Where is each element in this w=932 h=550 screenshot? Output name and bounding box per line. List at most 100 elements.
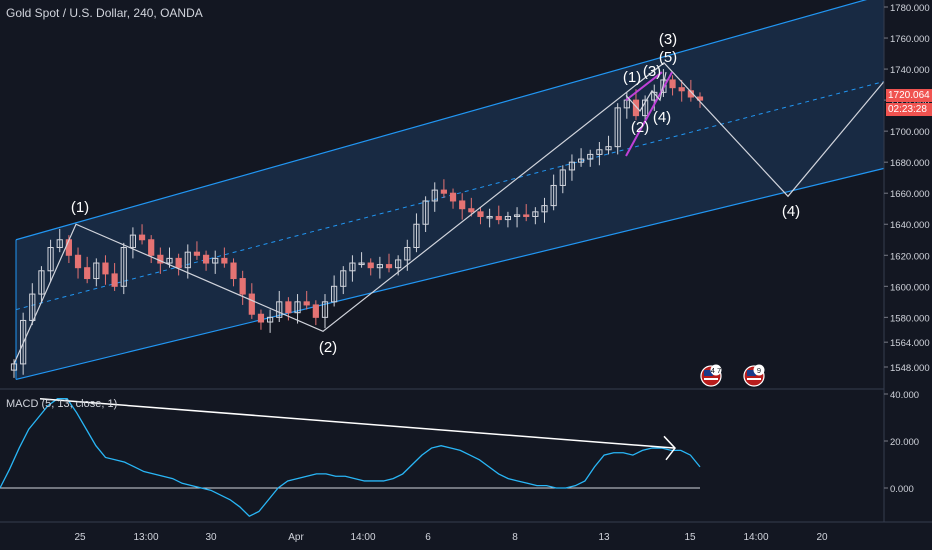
candle-body: [84, 267, 91, 280]
candle-body: [660, 79, 667, 93]
macd-line: [0, 398, 701, 517]
candle-body: [367, 262, 374, 269]
candle-body: [669, 79, 676, 89]
candle-body: [486, 215, 493, 219]
price-tick-label: 1564.000: [890, 338, 930, 349]
us-flag-icon[interactable]: 4 7: [700, 364, 722, 387]
candle-body: [577, 158, 585, 163]
flag-count: 4 7: [711, 366, 721, 375]
candle-body: [267, 316, 274, 323]
candle-body: [449, 192, 457, 202]
candle-body: [312, 304, 319, 318]
price-tick-label: 1740.000: [890, 65, 930, 76]
candle-body: [431, 189, 438, 202]
candle-body: [111, 273, 118, 287]
candle-body: [175, 257, 182, 269]
divergence-arrowhead: [663, 435, 676, 461]
candle-body: [376, 264, 383, 269]
time-tick-label: Apr: [288, 532, 304, 543]
divergence-arrow-line: [39, 397, 675, 449]
event-flags[interactable]: 4 7 9: [700, 364, 765, 387]
wave-4-label: (4): [782, 203, 800, 220]
candle-body: [459, 200, 466, 210]
time-tick-label: 14:00: [350, 532, 375, 543]
time-tick-label: 13: [598, 532, 610, 543]
candle-body: [440, 189, 447, 194]
candle-body: [166, 257, 173, 264]
candle-body: [477, 211, 484, 217]
sub-wave-3-label: (3): [643, 63, 661, 80]
bar-countdown: 02:23:28: [886, 103, 932, 116]
time-tick-label: 13:00: [133, 532, 158, 543]
flag-canton: [747, 370, 756, 376]
sub-wave-1-label: (1): [623, 69, 641, 86]
candle-body: [294, 301, 301, 314]
candle-body: [513, 214, 521, 217]
channel-fill: [16, 0, 884, 380]
symbol-title: Gold Spot / U.S. Dollar, 240, OANDA: [6, 6, 203, 20]
candle-body: [230, 262, 237, 280]
price-tick-label: 1700.000: [890, 127, 930, 138]
flag-stripe: [747, 378, 761, 380]
flag-count-bubble: [753, 364, 765, 376]
sub-wave-lower-line: [625, 71, 673, 157]
candle-body: [74, 254, 82, 269]
candle-body: [120, 247, 127, 287]
us-flag-icon[interactable]: 9: [743, 364, 765, 387]
flag-stripe: [704, 378, 718, 380]
candle-body: [559, 169, 566, 186]
time-tick-label: 20: [816, 532, 828, 543]
macd-tick-label: 40.000: [890, 390, 919, 401]
flag-count-bubble: [710, 364, 722, 376]
candle-body: [20, 319, 27, 365]
candle-body: [239, 278, 246, 295]
elliott-wave-lines: [13, 62, 885, 365]
candle-body: [321, 301, 329, 318]
candle-body: [678, 87, 685, 92]
candle-body: [56, 239, 63, 249]
candle-body: [468, 208, 475, 213]
price-tick-label: 1680.000: [890, 158, 930, 169]
candle-body: [29, 293, 36, 321]
price-tick-label: 1780.000: [890, 3, 930, 14]
flag-count: 9: [757, 366, 761, 375]
candle-body: [303, 301, 310, 306]
sub-wave-5-label: (5): [659, 49, 677, 66]
time-tick-label: 6: [425, 532, 431, 543]
candle-body: [102, 262, 109, 275]
candle-body: [257, 313, 265, 323]
candle-body: [138, 234, 146, 241]
candle-body: [422, 200, 429, 225]
candle-body: [276, 301, 283, 318]
candle-body: [550, 184, 557, 207]
candle-body: [504, 215, 512, 221]
elliott-wave-labels: (1) (2) (3) (4) (1) (2) (3) (4) (5): [71, 31, 800, 356]
candle-body: [285, 301, 292, 314]
time-axis[interactable]: 25 13:00 30 Apr 14:00 6 8 13 15 14:00 20: [74, 532, 828, 543]
candle-body: [221, 257, 228, 264]
candle-body: [495, 215, 502, 221]
price-axis[interactable]: 1780.0001760.0001740.0001720.0001700.000…: [0, 0, 932, 523]
price-tick-label: 1548.000: [890, 363, 930, 374]
parallel-channel: [15, 0, 885, 380]
candle-body: [532, 211, 539, 217]
candle-body: [340, 270, 347, 287]
candle-body: [568, 161, 576, 171]
candle-body: [605, 146, 612, 151]
candle-body: [523, 214, 530, 217]
candle-body: [212, 257, 219, 264]
price-tick-label: 1640.000: [890, 220, 930, 231]
candle-body: [404, 247, 411, 261]
wave-zigzag-line: [13, 62, 885, 365]
sub-wave-2-label: (2): [631, 119, 649, 136]
flag-canton: [704, 370, 713, 376]
price-badge: 1720.064 02:23:28: [886, 89, 932, 116]
candle-body: [248, 293, 255, 315]
candle-body: [184, 251, 191, 269]
candle-body: [587, 153, 594, 160]
macd-label: MACD (5, 13, close, 1): [6, 398, 118, 410]
candle-body: [632, 99, 640, 117]
price-tick-label: 1760.000: [890, 34, 930, 45]
time-tick-label: 14:00: [743, 532, 768, 543]
